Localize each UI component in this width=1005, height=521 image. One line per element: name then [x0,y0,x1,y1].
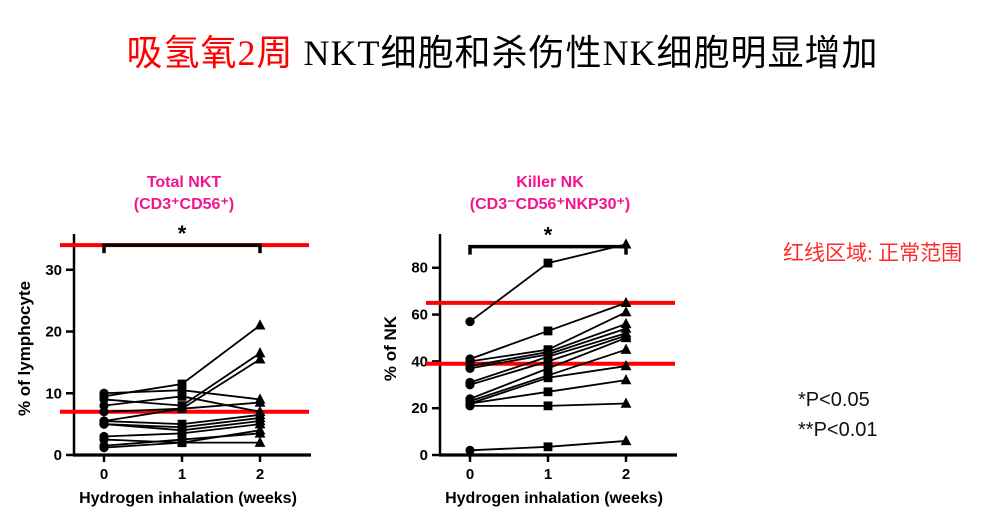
marker-triangle [254,418,266,429]
marker-circle [465,363,475,373]
marker-triangle [254,396,266,407]
x-tick-label: 1 [178,466,186,483]
killer-nk-plot: 0 20 40 60 80 0 1 2 % of NK Hydrogen inhalation (… [381,223,677,507]
marker-triangle [620,331,632,343]
p-value-notes: *P<0.05 **P<0.01 [798,385,878,445]
marker-triangle [254,353,266,364]
marker-square [543,363,553,373]
x-tick-label: 0 [100,466,108,483]
marker-triangle [620,343,632,354]
marker-circle [99,407,109,417]
x-tick-label: 2 [622,466,630,483]
marker-triangle [620,374,632,385]
marker-square [177,385,187,395]
marker-triangle [620,397,632,408]
marker-square [543,442,553,452]
marker-circle [465,316,475,327]
marker-square [177,428,187,438]
y-axis-label: % of lymphocyte [15,281,34,416]
y-tick-label: 0 [420,447,428,464]
marker-circle [99,388,109,398]
y-tick-label: 40 [411,353,428,370]
significance-star: * [544,223,553,248]
x-tick-label: 2 [256,466,264,483]
killer-nk-title-line2: (CD3⁻CD56⁺NKP30⁺) [469,195,631,213]
marker-square [177,404,187,414]
marker-square [543,373,553,383]
y-tick-label: 80 [411,260,428,277]
marker-square [177,391,187,401]
significance-bracket [102,243,262,254]
subject-line [469,243,627,323]
killer-nk-title-line1: Killer NK [516,174,584,191]
marker-triangle [254,319,266,330]
slide-title-highlight: 吸氢氧2周 [126,33,294,73]
significance-bracket [468,244,628,255]
marker-triangle [620,434,632,446]
marker-square [177,379,187,389]
marker-triangle [620,296,632,308]
marker-triangle [620,306,632,317]
marker-triangle [254,347,266,358]
marker-triangle [254,427,266,438]
marker-square [543,387,553,397]
marker-square [543,258,553,268]
marker-square [543,401,553,411]
x-tick-label: 0 [466,466,474,483]
marker-circle [465,401,475,411]
total-nkt-title-line1: Total NKT [146,174,222,191]
marker-square [543,356,553,366]
p-value-note-2: **P<0.01 [798,419,878,441]
y-axis-label: % of NK [381,315,400,381]
y-tick-label: 10 [45,385,62,402]
y-tick-label: 60 [411,307,428,324]
killer-nk-chart-title: Killer NK (CD3⁻CD56⁺NKP30⁺) [380,172,720,215]
slide-title-rest: NKT细胞和杀伤性NK细胞明显增加 [293,33,879,73]
normal-range-note: 红线区域: 正常范围 [783,241,963,265]
marker-circle [99,419,109,429]
y-tick-label: 20 [411,400,428,417]
total-nkt-title-line2: (CD3⁺CD56⁺) [133,195,235,213]
total-nkt-chart-title: Total NKT (CD3⁺CD56⁺) [14,172,354,215]
y-tick-label: 0 [54,447,62,464]
x-axis-label: Hydrogen inhalation (weeks) [79,490,297,507]
marker-circle [465,445,475,455]
marker-square [177,438,187,448]
x-tick-label: 1 [544,466,552,483]
marker-triangle [620,360,632,371]
total-nkt-plot: 0 10 20 30 0 1 2 % of lymphocyte Hydrogen inhala… [15,221,311,507]
y-tick-label: 20 [45,324,62,341]
slide-title: 吸氢氧2周 NKT细胞和杀伤性NK细胞明显增加 [0,24,1005,76]
marker-triangle [254,436,266,447]
p-value-note-1: *P<0.05 [798,389,870,411]
marker-square [543,352,553,362]
y-tick-label: 30 [45,262,62,279]
marker-square [543,326,553,336]
marker-circle [99,442,109,453]
significance-star: * [178,221,187,246]
marker-circle [465,380,475,390]
x-axis-label: Hydrogen inhalation (weeks) [445,490,663,507]
